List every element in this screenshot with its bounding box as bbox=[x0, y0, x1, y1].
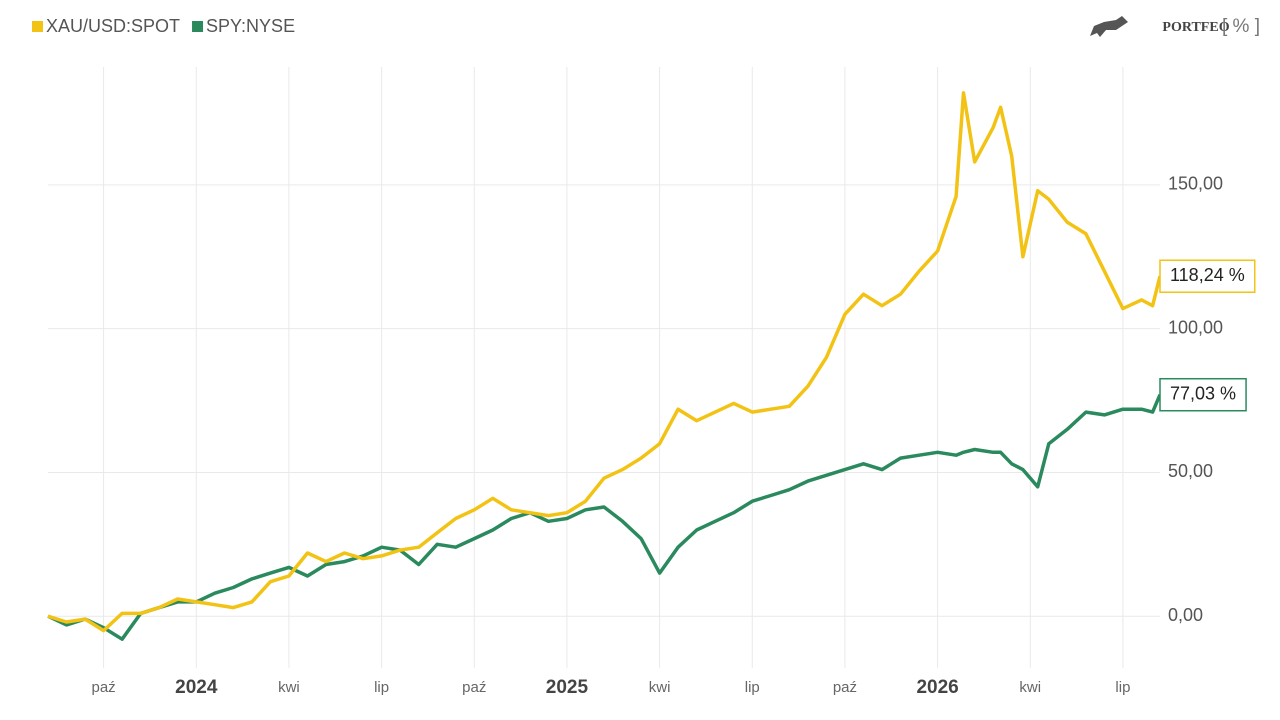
y-tick-label: 50,00 bbox=[1168, 461, 1213, 481]
x-tick-label: lip bbox=[374, 679, 389, 696]
y-tick-label: 150,00 bbox=[1168, 174, 1223, 194]
x-tick-label: 2024 bbox=[175, 677, 218, 698]
brand-logo bbox=[1090, 16, 1128, 37]
x-tick-label: 2025 bbox=[546, 677, 589, 698]
legend-label: SPY:NYSE bbox=[206, 16, 295, 36]
x-tick-label: kwi bbox=[278, 679, 300, 696]
legend-label: XAU/USD:SPOT bbox=[46, 16, 180, 36]
series-line bbox=[47, 394, 1162, 641]
value-label-text: 77,03 % bbox=[1170, 383, 1236, 403]
series-line bbox=[47, 91, 1162, 633]
x-tick-label: 2026 bbox=[916, 677, 958, 698]
x-tick-label: paź bbox=[833, 679, 857, 696]
x-tick-label: lip bbox=[1115, 679, 1130, 696]
value-label-box bbox=[1159, 377, 1247, 412]
unit-label: [ % ] bbox=[1222, 16, 1260, 37]
x-tick-label: lip bbox=[745, 679, 760, 696]
x-tick-label: paź bbox=[462, 679, 486, 696]
x-tick-label: paź bbox=[92, 679, 116, 696]
x-tick-label: kwi bbox=[649, 679, 671, 696]
value-label-box bbox=[1159, 259, 1256, 293]
y-tick-label: 100,00 bbox=[1168, 317, 1223, 337]
legend-swatch bbox=[192, 21, 204, 32]
value-label: 118,24 % bbox=[1159, 259, 1256, 293]
x-tick-label: kwi bbox=[1019, 679, 1041, 696]
y-tick-label: 0,00 bbox=[1168, 605, 1203, 625]
value-label-text: 118,24 % bbox=[1170, 265, 1245, 285]
value-label: 77,03 % bbox=[1159, 377, 1247, 412]
brand: PORTFEO bbox=[1162, 20, 1229, 35]
legend-swatch bbox=[32, 21, 43, 32]
